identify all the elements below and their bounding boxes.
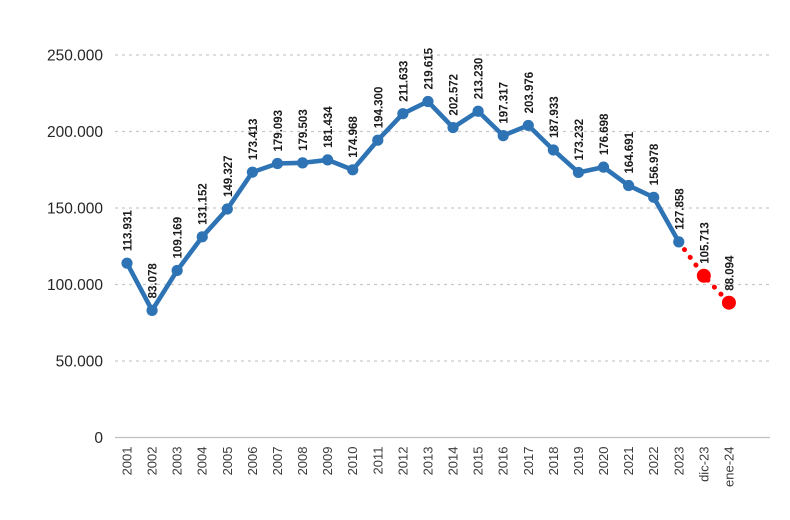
data-point xyxy=(347,164,359,176)
data-point-label: 156.978 xyxy=(649,143,661,185)
x-tick-label: 2015 xyxy=(471,447,486,476)
x-tick-label: 2018 xyxy=(546,447,561,476)
x-tick-label: 2001 xyxy=(120,447,135,476)
data-point xyxy=(322,154,334,166)
data-point xyxy=(422,95,434,108)
x-tick-label: 2008 xyxy=(295,447,310,476)
data-point-label: 174.968 xyxy=(348,116,360,158)
data-point-label: 105.713 xyxy=(699,222,711,264)
x-tick-label: 2011 xyxy=(370,447,385,475)
data-point xyxy=(447,121,459,134)
data-point xyxy=(296,157,309,169)
data-point-label: 202.572 xyxy=(449,74,461,116)
x-tick-label: 2004 xyxy=(195,447,210,476)
data-point-label: 113.931 xyxy=(123,210,135,252)
data-point-label: 173.413 xyxy=(248,119,260,161)
x-tick-label: 2003 xyxy=(170,447,185,476)
data-point-label: 164.691 xyxy=(624,131,636,173)
y-tick-label: 200.000 xyxy=(47,124,103,141)
data-point-label: 127.858 xyxy=(674,188,686,230)
data-point-label: 194.300 xyxy=(373,87,385,129)
y-tick-label: 100.000 xyxy=(47,277,103,294)
data-point-label: 181.434 xyxy=(323,106,335,148)
y-tick-label: 250.000 xyxy=(47,48,103,65)
data-point xyxy=(648,191,660,203)
data-point xyxy=(472,105,484,117)
x-tick-label: dic-23 xyxy=(696,447,711,482)
forecast-data-point xyxy=(696,268,711,283)
data-point xyxy=(397,108,409,120)
x-tick-label: 2020 xyxy=(596,447,611,476)
data-point xyxy=(522,119,534,132)
data-point xyxy=(497,130,509,142)
x-tick-label: 2016 xyxy=(496,447,511,476)
x-tick-label: 2021 xyxy=(621,447,636,476)
data-point-label: 211.633 xyxy=(398,61,410,102)
y-tick-label: 0 xyxy=(94,430,103,447)
data-point xyxy=(597,161,610,173)
main-series-line xyxy=(124,99,682,313)
data-point-label: 213.230 xyxy=(474,58,486,100)
x-tick-label: 2002 xyxy=(145,447,160,476)
data-point-label: 131.152 xyxy=(198,183,210,225)
data-point xyxy=(146,304,158,316)
x-tick-label: 2022 xyxy=(646,447,661,476)
data-point-label: 197.317 xyxy=(499,82,511,124)
x-tick-label: 2007 xyxy=(270,447,285,476)
data-point-label: 179.093 xyxy=(273,110,285,152)
data-point xyxy=(547,144,559,156)
data-point-label: 203.976 xyxy=(524,72,536,114)
data-point xyxy=(246,166,258,178)
data-point-label: 83.078 xyxy=(148,263,160,299)
data-point-label: 179.503 xyxy=(298,109,310,151)
data-point xyxy=(196,231,208,243)
x-tick-label: 2014 xyxy=(446,447,461,476)
x-tick-label: 2009 xyxy=(320,447,335,476)
data-point xyxy=(572,166,585,179)
x-tick-label: 2006 xyxy=(245,447,260,476)
data-point-label: 109.169 xyxy=(173,217,185,259)
data-point-label: 173.232 xyxy=(574,119,586,161)
data-point-label: 187.933 xyxy=(549,96,561,138)
y-tick-label: 150.000 xyxy=(47,201,103,218)
data-point-label: 176.698 xyxy=(599,113,611,155)
data-point xyxy=(271,157,284,170)
x-tick-label: 2023 xyxy=(671,447,686,476)
data-point-label: 88.094 xyxy=(724,255,736,291)
x-tick-label: 2017 xyxy=(521,447,536,476)
x-tick-label: ene-24 xyxy=(721,447,736,487)
x-tick-label: 2012 xyxy=(395,447,410,476)
data-point xyxy=(372,134,384,146)
x-tick-label: 2013 xyxy=(420,447,435,476)
data-point xyxy=(623,179,635,192)
x-tick-label: 2019 xyxy=(571,447,586,476)
data-point xyxy=(673,236,685,248)
y-tick-label: 50.000 xyxy=(56,354,104,371)
data-point xyxy=(121,257,133,269)
forecast-data-point xyxy=(721,295,736,310)
data-point-label: 219.615 xyxy=(423,47,435,89)
x-tick-label: 2010 xyxy=(345,447,360,476)
data-point xyxy=(171,264,183,277)
forecast-dotted-line xyxy=(676,239,732,306)
data-point xyxy=(221,203,233,215)
data-point-label: 149.327 xyxy=(223,155,235,197)
x-tick-label: 2005 xyxy=(220,447,235,476)
